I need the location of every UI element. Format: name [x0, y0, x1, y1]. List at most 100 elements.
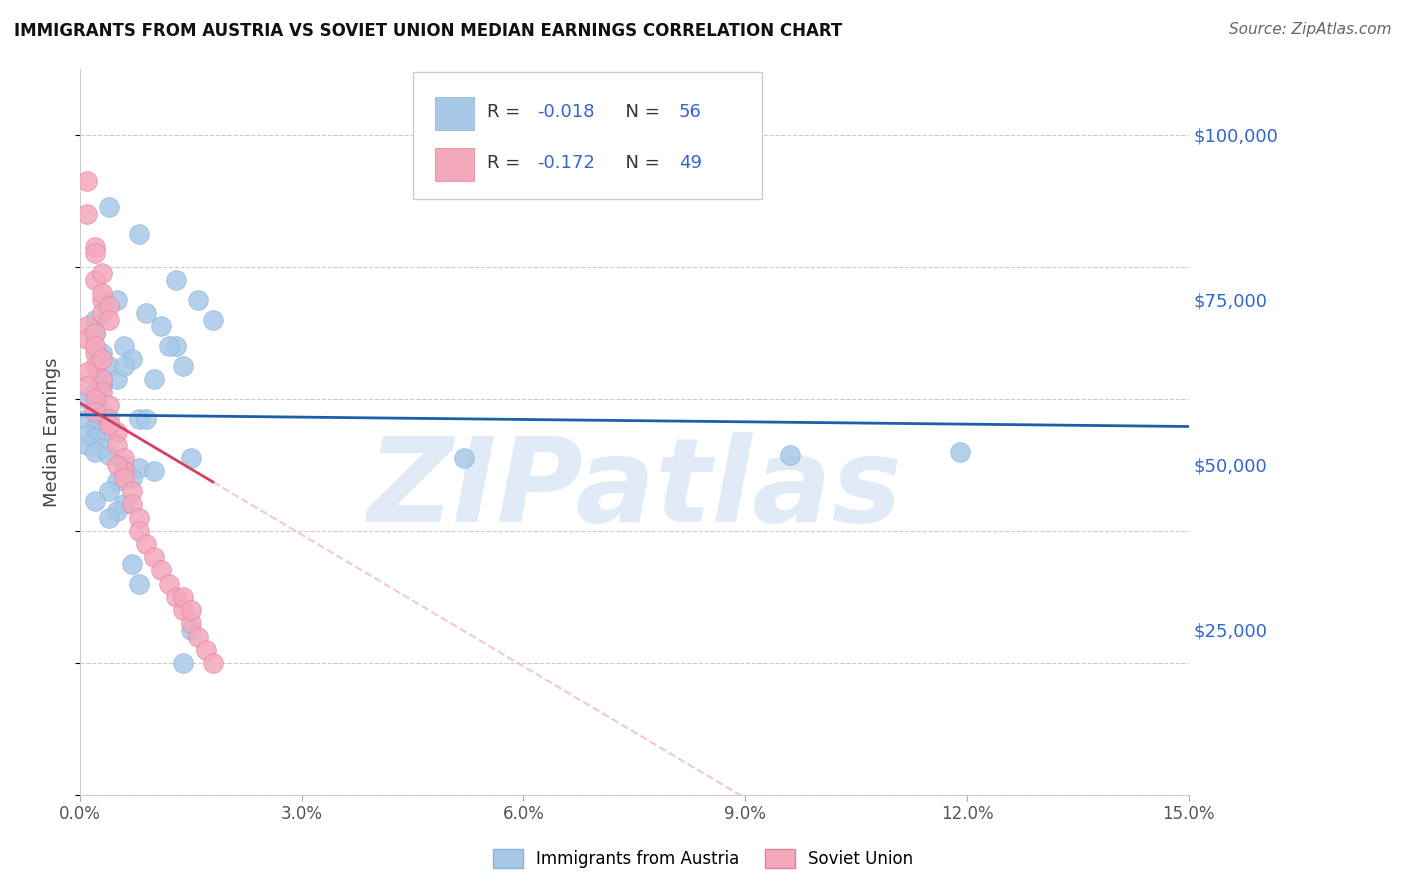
Point	[112, 458, 135, 472]
Point	[180, 451, 202, 466]
Text: ZIPatlas: ZIPatlas	[367, 433, 901, 548]
Point	[76, 365, 98, 379]
Point	[105, 293, 128, 307]
Point	[91, 378, 114, 392]
Point	[112, 451, 135, 466]
Point	[121, 557, 143, 571]
Point	[187, 293, 209, 307]
Point	[142, 550, 165, 565]
Point	[76, 428, 98, 442]
Point	[453, 451, 475, 466]
Point	[187, 630, 209, 644]
Text: 49: 49	[679, 154, 702, 172]
Point	[98, 448, 121, 462]
Point	[83, 326, 105, 340]
Point	[201, 312, 224, 326]
Point	[91, 306, 114, 320]
Point	[165, 339, 187, 353]
Point	[98, 418, 121, 433]
Point	[98, 484, 121, 499]
Point	[128, 510, 150, 524]
Point	[98, 299, 121, 313]
Point	[83, 398, 105, 412]
Point	[83, 359, 105, 373]
Point	[91, 442, 114, 456]
Point	[91, 293, 114, 307]
Point	[83, 273, 105, 287]
Point	[76, 438, 98, 452]
Point	[76, 319, 98, 334]
Point	[121, 471, 143, 485]
Point	[83, 240, 105, 254]
Point	[91, 405, 114, 419]
Point	[172, 590, 194, 604]
Point	[83, 345, 105, 359]
Point	[949, 444, 972, 458]
Point	[121, 498, 143, 512]
Point	[105, 475, 128, 489]
Point	[165, 273, 187, 287]
FancyBboxPatch shape	[434, 148, 474, 181]
Point	[98, 411, 121, 425]
Point	[91, 372, 114, 386]
Point	[172, 656, 194, 670]
Text: R =: R =	[486, 154, 526, 172]
Text: -0.018: -0.018	[537, 103, 595, 121]
Point	[105, 425, 128, 439]
Point	[98, 200, 121, 214]
Point	[98, 359, 121, 373]
Point	[83, 444, 105, 458]
Point	[112, 498, 135, 512]
Point	[91, 352, 114, 367]
Point	[121, 352, 143, 367]
Point	[76, 378, 98, 392]
Point	[91, 372, 114, 386]
Point	[83, 431, 105, 445]
Y-axis label: Median Earnings: Median Earnings	[44, 357, 60, 507]
Point	[105, 372, 128, 386]
Point	[172, 359, 194, 373]
Point	[135, 306, 157, 320]
Point	[172, 603, 194, 617]
Text: 56: 56	[679, 103, 702, 121]
Point	[105, 438, 128, 452]
Point	[194, 642, 217, 657]
Point	[779, 448, 801, 462]
Point	[142, 372, 165, 386]
Legend: Immigrants from Austria, Soviet Union: Immigrants from Austria, Soviet Union	[486, 842, 920, 875]
Point	[135, 411, 157, 425]
Point	[98, 312, 121, 326]
Point	[83, 385, 105, 400]
Point	[83, 392, 105, 406]
Point	[105, 504, 128, 518]
Point	[76, 392, 98, 406]
Point	[91, 266, 114, 280]
Point	[128, 411, 150, 425]
Point	[128, 524, 150, 538]
Point	[76, 332, 98, 346]
Point	[98, 510, 121, 524]
Text: Source: ZipAtlas.com: Source: ZipAtlas.com	[1229, 22, 1392, 37]
Point	[83, 421, 105, 435]
Point	[83, 312, 105, 326]
Point	[91, 345, 114, 359]
Point	[150, 564, 173, 578]
Point	[201, 656, 224, 670]
Point	[112, 464, 135, 478]
Point	[105, 458, 128, 472]
Point	[165, 590, 187, 604]
Text: R =: R =	[486, 103, 526, 121]
FancyBboxPatch shape	[412, 72, 762, 199]
Point	[135, 537, 157, 551]
Text: N =: N =	[614, 103, 666, 121]
Text: N =: N =	[614, 154, 666, 172]
Point	[83, 494, 105, 508]
Point	[91, 385, 114, 400]
Point	[180, 623, 202, 637]
Point	[83, 405, 105, 419]
Point	[112, 339, 135, 353]
Point	[91, 286, 114, 301]
Point	[98, 418, 121, 433]
Point	[121, 484, 143, 499]
Point	[83, 339, 105, 353]
